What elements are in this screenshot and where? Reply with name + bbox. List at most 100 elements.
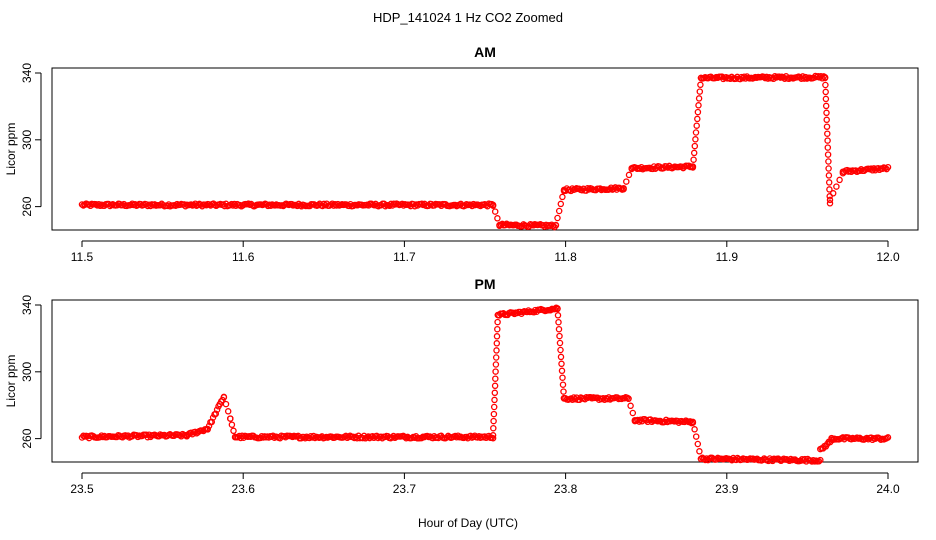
am-x-tick-label: 11.7 [393,250,416,264]
am-data-point [694,108,702,116]
pm-data-point [696,448,703,455]
am-data-point [829,190,837,197]
pm-data-point [559,381,567,388]
am-x-tick-label: 11.5 [71,250,94,264]
pm-x-tick-label: 23.8 [554,482,578,496]
pm-data-point [625,395,632,402]
am-y-tick-label: 340 [20,63,34,83]
pm-data-point [884,434,892,441]
am-data-point [555,207,563,215]
am-data-point [824,137,831,144]
pm-data-point [489,434,497,442]
am-x-tick-label: 11.9 [716,250,739,264]
pm-data-point [401,433,409,441]
pm-x-tick-label: 23.7 [393,482,417,496]
pm-y-tick-label: 340 [20,295,34,315]
pm-data-point [490,417,497,425]
am-data-point [578,186,586,194]
pm-plot-frame [51,299,919,463]
am-data-point [826,200,834,207]
pm-data-point [642,416,650,424]
am-data-point [697,81,704,89]
pm-data-point [491,382,499,390]
pm-data-point [491,396,498,404]
pm-data-point [560,388,567,395]
am-data-point [489,201,497,209]
am-data-point [824,144,832,151]
am-x-tick-label: 12.0 [876,250,900,264]
pm-data-point [365,433,372,440]
am-data-point [692,129,700,136]
am-data-point [405,201,413,209]
pm-data-point [220,393,228,401]
am-data-point [825,179,833,186]
pm-data-point [301,434,309,442]
am-data-point [694,115,701,123]
am-panel-title: AM [474,44,496,60]
pm-data-point [490,410,498,418]
am-data-point [625,171,633,179]
pm-data-point [551,305,559,313]
am-data-point [695,102,702,109]
am-data-point [690,156,697,163]
am-data-point [663,163,670,170]
am-data-point [695,95,703,102]
pm-panel: PM Licor ppm 23.5 23.6 23.7 23.8 23.9 24.0 260… [4,276,919,496]
am-data-point [557,200,565,208]
am-data-point [771,73,779,80]
am-data-point [823,116,830,124]
am-data-point [691,142,699,150]
pm-y-tick-label: 260 [20,428,34,448]
am-x-tick-label: 11.8 [554,250,577,264]
am-data-point [822,81,829,89]
am-data-point [822,88,829,96]
pm-data-point [230,427,237,435]
am-x-tick-label: 11.6 [232,250,255,264]
am-data-point [821,74,829,82]
am-data-point [549,222,557,230]
pm-data-point [629,409,637,417]
pm-data-point [557,346,564,354]
pm-data-point [481,433,488,440]
am-data-point [802,73,809,81]
am-data-point [693,122,700,129]
am-data-point [623,178,630,185]
pm-data-point [490,403,498,411]
pm-data-point [694,440,702,448]
pm-data-point [817,456,824,464]
pm-data-point [556,339,564,347]
pm-data-point [493,340,501,347]
am-data-point [559,193,566,201]
pm-data-point [863,434,871,442]
am-data-point [491,208,499,215]
am-data-point [606,185,614,193]
am-data-point [823,109,830,117]
am-data-point [690,149,698,157]
pm-x-tick-label: 23.9 [715,482,739,496]
am-data-point [825,158,832,165]
pm-y-axis-label: Licor ppm [4,355,18,408]
am-data-point [96,202,104,210]
pm-data-point [559,374,566,381]
am-data-point [825,172,833,179]
am-data-point [833,183,840,190]
pm-data-point [627,402,634,410]
pm-data-point [787,455,795,463]
am-y-tick-label: 260 [20,196,34,216]
pm-data-point [558,367,566,375]
pm-data-point [492,375,499,382]
pm-data-point [689,418,697,426]
pm-panel-title: PM [475,276,496,292]
am-data-point [288,200,295,208]
pm-data-points [78,304,892,465]
pm-x-tick-label: 24.0 [876,482,900,496]
pm-data-point [490,424,497,432]
pm-data-point [494,325,501,333]
pm-data-point [558,360,565,368]
pm-data-point [493,347,500,354]
pm-data-point [557,353,565,361]
pm-x-tick-label: 23.5 [70,482,94,496]
am-data-point [884,163,892,171]
am-panel: AM Licor ppm 11.5 11.6 11.7 11.8 11.9 12.0 260… [4,44,919,264]
